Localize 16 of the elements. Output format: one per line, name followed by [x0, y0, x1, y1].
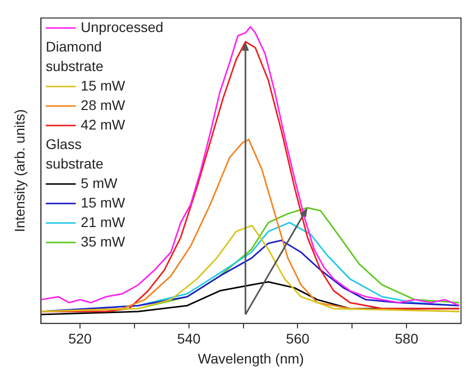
legend-label: 42 mW	[80, 116, 126, 132]
x-tick-label: 560	[286, 330, 310, 347]
legend-label: 5 mW	[80, 174, 118, 191]
x-tick-label: 540	[177, 330, 201, 347]
legend-label: 15 mW	[80, 194, 126, 210]
y-axis-title: Intensity (arb. units)	[11, 109, 28, 232]
legend-label: 35 mW	[80, 233, 126, 250]
x-tick-label: 580	[394, 330, 418, 347]
x-axis-title: Wavelength (nm)	[198, 350, 304, 366]
annotation: Glass substrate	[46, 136, 104, 172]
legend-label: 21 mW	[80, 214, 126, 230]
x-tick-label: 520	[68, 330, 92, 347]
legend-label: Unprocessed	[80, 18, 164, 35]
annotation: Diamond substrate	[46, 38, 104, 74]
legend-label: 15 mW	[80, 77, 126, 94]
legend-label: 28 mW	[80, 96, 126, 113]
